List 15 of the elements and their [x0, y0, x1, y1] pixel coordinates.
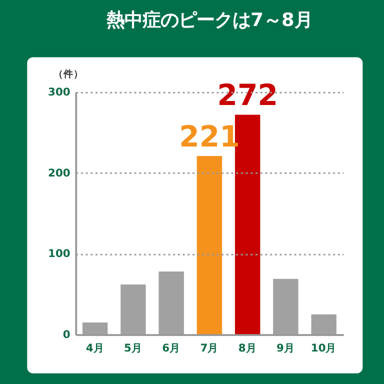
- y-axis-title: （件）: [53, 68, 84, 80]
- bar: [196, 156, 222, 335]
- chart-title: 熱中症のピークは7～8月: [106, 10, 312, 32]
- y-tick-label: 300: [48, 86, 70, 99]
- x-tick-label: 4月: [86, 342, 104, 355]
- y-tick-label: 200: [48, 166, 70, 180]
- data-label: 272: [217, 78, 278, 112]
- x-tick-label: 5月: [124, 342, 142, 355]
- x-tick-label: 7月: [200, 342, 219, 355]
- x-tick-label: 10月: [310, 342, 337, 355]
- x-tick-label: 8月: [238, 342, 257, 355]
- x-tick-label: 9月: [276, 342, 295, 355]
- y-tick-label: 100: [48, 247, 70, 260]
- x-tick-label: 6月: [162, 342, 181, 355]
- y-tick-label: 0: [62, 328, 70, 341]
